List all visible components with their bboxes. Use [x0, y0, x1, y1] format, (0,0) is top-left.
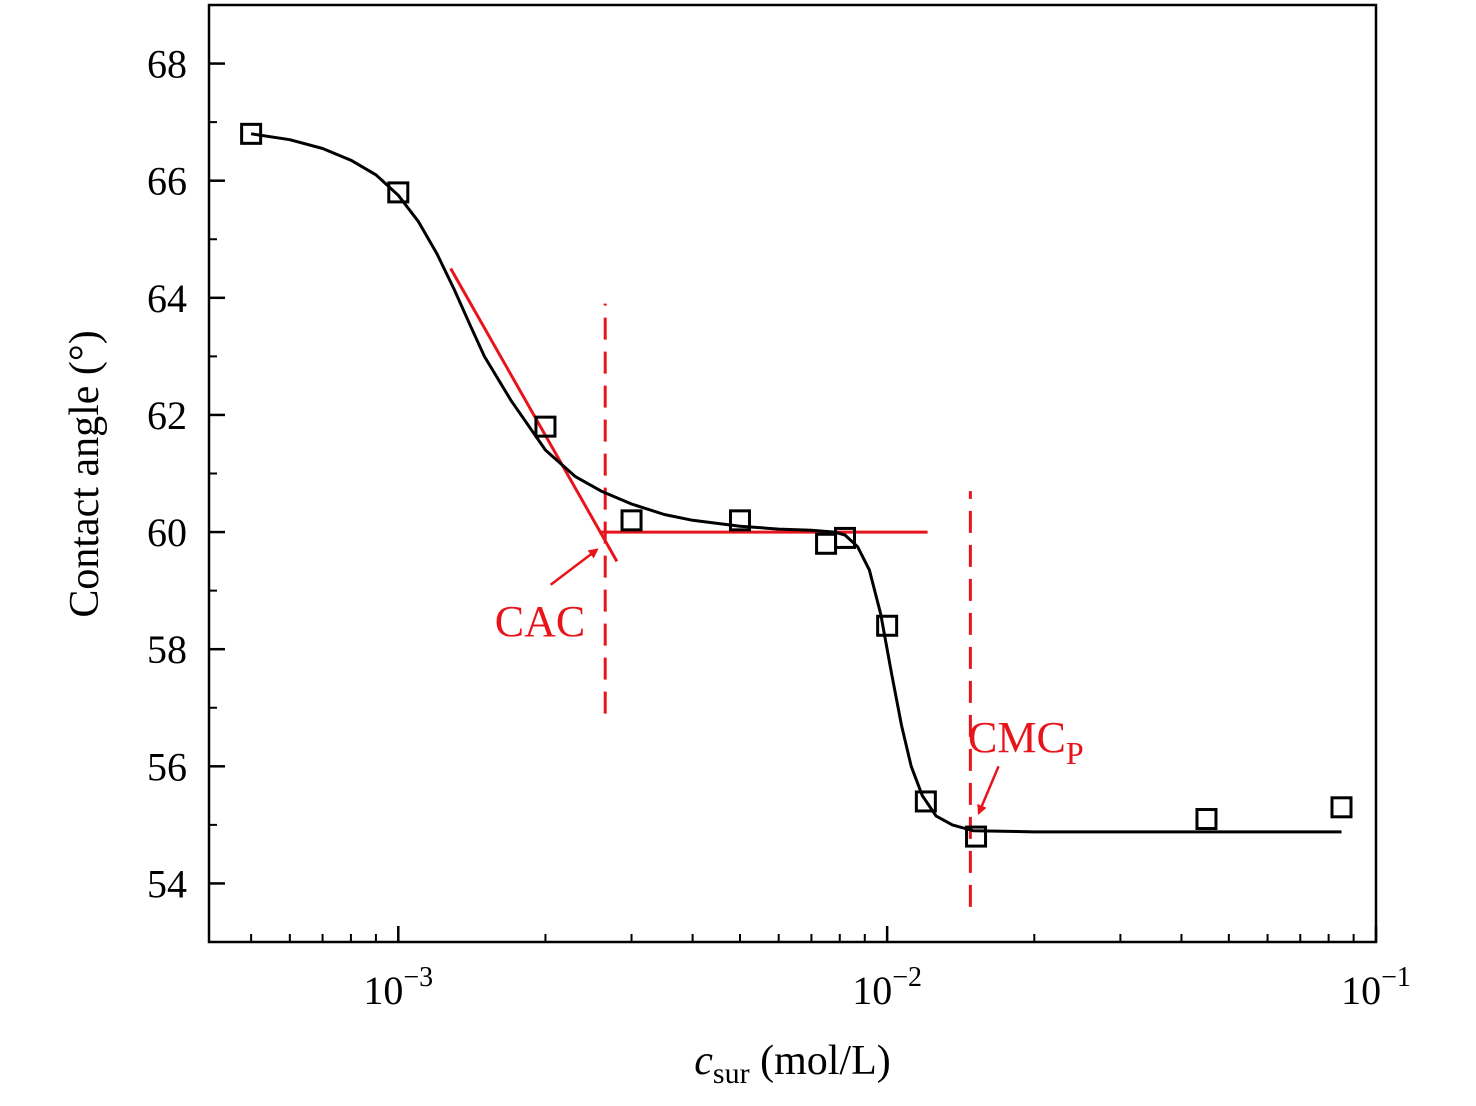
data-point: [387, 181, 410, 204]
data-point: [834, 526, 857, 549]
y-axis-title: Contact angle (°): [62, 330, 108, 617]
y-tick-label: 62: [147, 393, 187, 438]
data-point: [1195, 808, 1218, 831]
data-point: [965, 825, 988, 848]
data-point: [876, 614, 899, 637]
cmcp-label: CMCP: [968, 713, 1084, 771]
cmcp-arrow: [977, 765, 1000, 816]
tangent-line: [449, 267, 619, 563]
y-tick-label: 68: [147, 42, 187, 87]
y-tick-label: 66: [147, 159, 187, 204]
y-tick-label: 64: [147, 276, 187, 321]
fit-curve: [250, 132, 1342, 834]
data-points: [240, 122, 1353, 848]
data-point: [1330, 796, 1353, 819]
y-tick-label: 56: [147, 744, 187, 789]
data-point: [728, 509, 751, 532]
labels: csur (mol/L) Contact angle (°) CAC CMCP: [62, 330, 1084, 1090]
x-axis-title: csur (mol/L): [694, 1038, 890, 1090]
x-tick-label: 10−2: [852, 962, 922, 1013]
y-tick-label: 54: [147, 861, 187, 906]
x-tick-label: 10−1: [1341, 962, 1411, 1013]
data-point: [620, 509, 643, 532]
cac-arrow: [549, 548, 599, 586]
data-point: [815, 532, 838, 555]
y-tick-label: 60: [147, 510, 187, 555]
plot-frame: [207, 3, 1378, 944]
data-point: [534, 415, 557, 438]
x-tick-label: 10−3: [363, 962, 433, 1013]
fit-curve-layer: [250, 132, 1342, 834]
annotations: [449, 267, 1000, 907]
axes: 10−3 10−2 10−1 54 56 58 60 62 64 66 68: [147, 3, 1411, 1013]
y-tick-label: 58: [147, 627, 187, 672]
data-point: [240, 122, 263, 145]
cac-label: CAC: [495, 597, 585, 646]
data-point: [914, 790, 937, 813]
